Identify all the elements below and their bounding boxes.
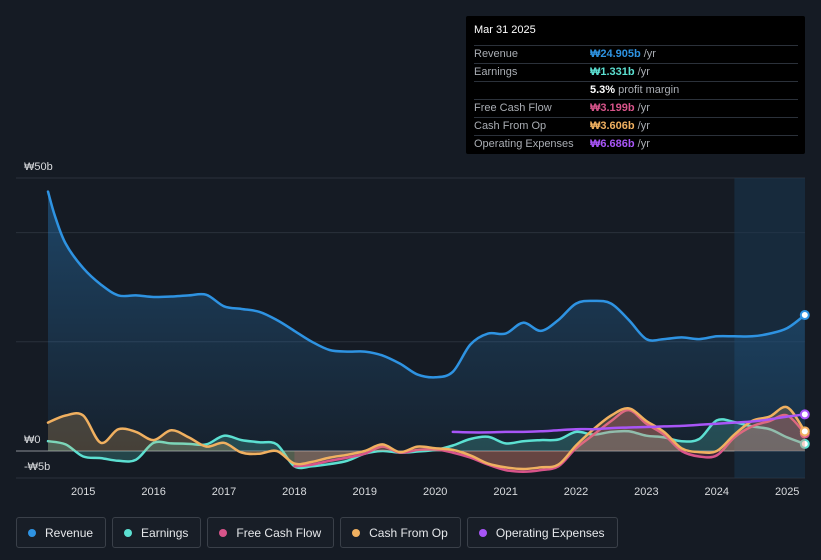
- revenue-end-point: [799, 310, 810, 321]
- y-tick-label: ₩0: [24, 434, 41, 446]
- legend-label: Operating Expenses: [495, 525, 605, 540]
- x-tick-label: 2019: [353, 486, 377, 498]
- tooltip-value: ₩6.686b: [590, 138, 635, 150]
- legend-item-free-cash-flow[interactable]: Free Cash Flow: [207, 517, 335, 548]
- x-tick-label: 2024: [705, 486, 729, 498]
- x-tick-label: 2023: [634, 486, 658, 498]
- tooltip-unit: profit margin: [618, 84, 680, 96]
- tooltip-label: Revenue: [474, 48, 519, 60]
- tooltip-value: 5.3%: [590, 84, 616, 96]
- tooltip-label: Earnings: [474, 66, 518, 78]
- operating-expenses-end-point: [799, 409, 810, 420]
- cash-from-op-line: [46, 405, 807, 471]
- revenue-area: [48, 191, 805, 451]
- tooltip-row: 5.3% profit margin: [474, 82, 798, 100]
- free-cash-flow-area: [294, 410, 805, 472]
- x-tick-label: 2018: [282, 486, 306, 498]
- legend-label: Free Cash Flow: [236, 525, 322, 540]
- tooltip-row: Free Cash Flow ₩3.199b/yr: [474, 100, 798, 118]
- legend-item-cash-from-op[interactable]: Cash From Op: [340, 517, 461, 548]
- legend: Revenue Earnings Free Cash Flow Cash From O…: [16, 517, 618, 548]
- legend-dot-icon: [28, 528, 36, 537]
- free-cash-flow-line: [293, 408, 807, 473]
- legend-dot-icon: [478, 528, 487, 537]
- tooltip-row: Cash From Op ₩3.606b/yr: [474, 118, 798, 136]
- tooltip-unit: /yr: [637, 102, 650, 114]
- tooltip: Mar 31 2025 Revenue ₩24.905b/yr Earnings ₩1…: [466, 16, 805, 154]
- tooltip-row: Operating Expenses ₩6.686b/yr: [474, 136, 798, 153]
- chart: ₩50b ₩0 -₩5b 2015 2016 2017 2018 2019 2020 2021 20…: [16, 161, 810, 498]
- tooltip-unit: /yr: [637, 120, 650, 132]
- tooltip-unit: /yr: [637, 138, 650, 150]
- earnings-end-point: [799, 438, 810, 449]
- x-tick-label: 2021: [493, 486, 517, 498]
- y-tick-label: ₩50b: [24, 161, 53, 173]
- x-tick-label: 2020: [423, 486, 447, 498]
- x-tick-label: 2022: [564, 486, 588, 498]
- cash-from-op-area: [48, 406, 805, 469]
- legend-item-operating-expenses[interactable]: Operating Expenses: [466, 517, 618, 548]
- tooltip-label: Cash From Op: [474, 120, 547, 132]
- legend-dot-icon: [219, 528, 228, 537]
- legend-item-revenue[interactable]: Revenue: [16, 517, 107, 548]
- x-tick-label: 2025: [775, 486, 799, 498]
- revenue-line: [46, 190, 807, 379]
- x-tick-label: 2015: [71, 486, 95, 498]
- tooltip-row: Earnings ₩1.331b/yr: [474, 64, 798, 82]
- tooltip-value: ₩3.606b: [590, 120, 635, 132]
- earnings-line: [46, 418, 807, 470]
- tooltip-label: [474, 82, 590, 99]
- legend-label: Revenue: [45, 525, 94, 540]
- tooltip-value: ₩24.905b: [590, 48, 641, 60]
- tooltip-label: Operating Expenses: [474, 138, 574, 150]
- legend-label: Earnings: [141, 525, 189, 540]
- legend-dot-icon: [352, 528, 361, 537]
- tooltip-unit: /yr: [643, 48, 656, 60]
- tooltip-unit: /yr: [637, 66, 650, 78]
- tooltip-value: ₩3.199b: [590, 102, 635, 114]
- x-tick-label: 2017: [212, 486, 236, 498]
- x-tick-label: 2016: [141, 486, 165, 498]
- legend-dot-icon: [124, 528, 133, 537]
- legend-item-earnings[interactable]: Earnings: [112, 517, 202, 548]
- tooltip-value: ₩1.331b: [590, 66, 635, 78]
- tooltip-label: Free Cash Flow: [474, 102, 552, 114]
- cash-from-op-end-point: [799, 426, 810, 437]
- operating-expenses-line: [451, 413, 807, 434]
- tooltip-row: Revenue ₩24.905b/yr: [474, 46, 798, 64]
- y-tick-label: -₩5b: [24, 461, 50, 473]
- legend-label: Cash From Op: [369, 525, 448, 540]
- tooltip-date: Mar 31 2025: [474, 24, 798, 46]
